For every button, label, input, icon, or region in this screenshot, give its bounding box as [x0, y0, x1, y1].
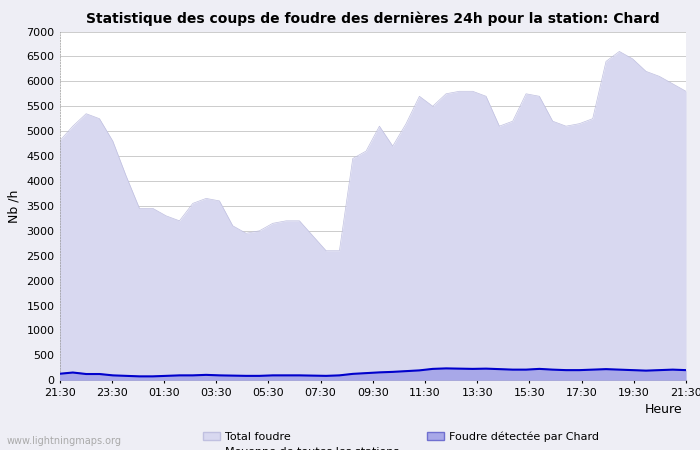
Text: www.lightningmaps.org: www.lightningmaps.org — [7, 436, 122, 446]
Title: Statistique des coups de foudre des dernières 24h pour la station: Chard: Statistique des coups de foudre des dern… — [86, 12, 659, 26]
Legend: Total foudre, Moyenne de toutes les stations, Foudre détectée par Chard: Total foudre, Moyenne de toutes les stat… — [203, 431, 599, 450]
Text: Heure: Heure — [645, 403, 682, 416]
Y-axis label: Nb /h: Nb /h — [8, 189, 21, 223]
